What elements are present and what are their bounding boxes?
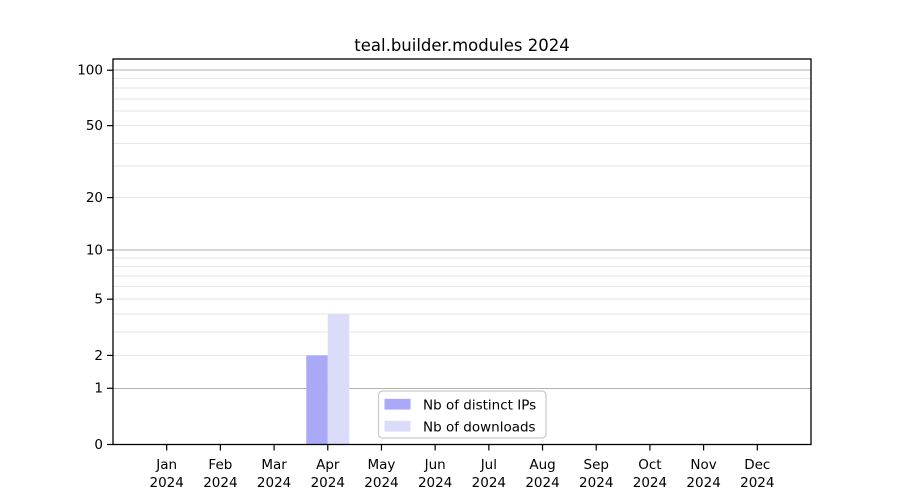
axes-layer: 0 1 2 5 10 20 50 100 Jan 2024 Feb 2024 Mar 2024 Apr 202… [77,63,774,491]
bars-layer [306,313,350,445]
x-tick-label-month: Oct [638,457,661,473]
x-tick-label-year: 2024 [686,475,720,491]
bar-apr-series-1 [327,313,350,445]
x-tick-label-month: Dec [744,457,770,473]
x-tick-label-year: 2024 [311,475,345,491]
x-tick-label-month: Jul [480,457,497,473]
x-tick-label-year: 2024 [525,475,559,491]
x-tick-label-month: Aug [529,457,555,473]
bar-apr-series-0 [306,355,328,445]
x-tick-label-month: Sep [584,457,609,473]
x-tick-label-month: Nov [690,457,716,473]
y-tick-label: 1 [94,381,103,397]
y-tick-label: 2 [94,348,103,364]
x-tick-label-year: 2024 [472,475,506,491]
y-tick-label: 100 [77,63,103,79]
x-tick-label-year: 2024 [740,475,774,491]
plot-border [112,58,812,446]
y-tick-label: 20 [86,190,103,206]
x-tick-label-month: Feb [208,457,232,473]
legend-swatch-downloads [384,420,411,432]
x-tick-label-year: 2024 [364,475,398,491]
x-tick-label-year: 2024 [633,475,667,491]
legend-label-downloads: Nb of downloads [423,419,536,435]
x-tick-label-month: Jan [155,457,177,473]
x-tick-label-year: 2024 [257,475,291,491]
x-tick-label-year: 2024 [418,475,452,491]
x-tick-label-month: Mar [261,457,287,473]
gridlines-layer [113,69,811,389]
legend-box [377,390,547,439]
chart-title: teal.builder.modules 2024 [354,36,569,55]
legend: Nb of distinct IPs Nb of downloads [377,390,547,439]
x-tick-label-year: 2024 [203,475,237,491]
x-tick-label-month: Jun [424,457,446,473]
y-tick-label: 10 [86,242,103,258]
legend-swatch-distinct-ips [384,398,411,410]
y-tick-label: 0 [94,437,103,453]
x-tick-label-month: Apr [316,457,340,473]
y-tick-label: 5 [94,292,103,308]
x-tick-label-month: May [368,457,396,473]
x-tick-label-year: 2024 [150,475,184,491]
x-tick-label-year: 2024 [579,475,613,491]
legend-label-distinct-ips: Nb of distinct IPs [423,397,536,413]
y-tick-label: 50 [86,118,103,134]
